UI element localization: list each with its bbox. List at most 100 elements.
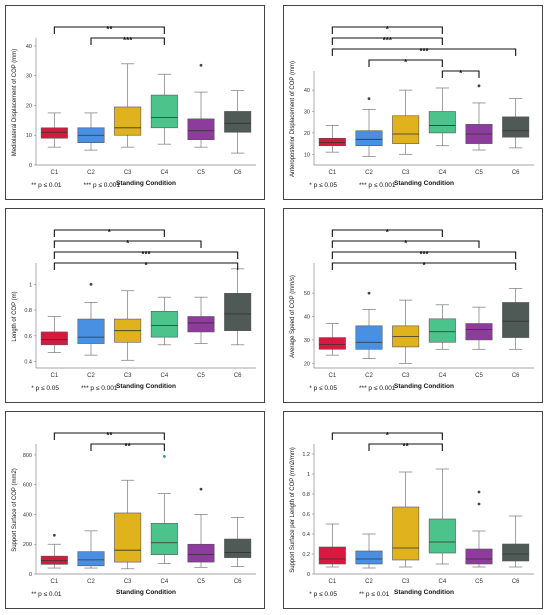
box-c2 <box>77 112 105 151</box>
box-iqr <box>224 111 252 133</box>
significance-legend: ** p ≤ 0.01 <box>24 584 84 605</box>
y-tick-label: 30 <box>26 74 32 80</box>
legend-entry: * p ≤ 0.05 <box>309 591 338 598</box>
y-axis-label: Mediolateral Displacement of COP (mm) <box>12 49 18 157</box>
y-tick-label: 600 <box>23 483 32 489</box>
box-iqr <box>465 548 493 565</box>
x-tick-label: C3 <box>402 373 410 379</box>
x-tick-label: C3 <box>124 579 132 585</box>
significance-bracket <box>53 240 202 248</box>
box-iqr <box>150 94 178 129</box>
x-axis-label: Standing Condition <box>394 383 454 390</box>
significance-label: * <box>108 228 112 237</box>
significance-bracket <box>331 229 443 237</box>
x-tick-label: C1 <box>328 170 336 176</box>
box-c5 <box>465 490 493 568</box>
chart-svg: 0 10 20 30 40 Mediolateral Displacement of CO… <box>12 25 256 187</box>
y-tick-label: 10 <box>26 133 32 139</box>
x-tick-label: C3 <box>124 170 132 176</box>
box-iqr <box>40 331 68 346</box>
significance-bracket <box>331 26 443 34</box>
x-axis-label: Standing Condition <box>394 589 454 596</box>
y-tick-label: 0 <box>29 572 32 578</box>
chart-svg: 20 30 40 50 Average Speed of COP (mm/s) Stand… <box>290 228 534 390</box>
box-c5 <box>187 296 215 344</box>
box-iqr <box>428 518 456 554</box>
box-c2 <box>77 530 105 569</box>
significance-bracket <box>331 262 517 270</box>
x-tick-label: C1 <box>50 373 58 379</box>
significance-bracket <box>331 432 443 440</box>
significance-bracket <box>90 443 165 451</box>
significance-legend: * p ≤ 0.05 *** p ≤ 0.001 <box>24 378 139 399</box>
legend-entry: * p ≤ 0.05 <box>31 385 60 392</box>
box-iqr <box>187 118 215 141</box>
x-tick-label: C2 <box>87 170 95 176</box>
outlier-point <box>367 291 371 295</box>
legend-entry: *** p ≤ 0.001 <box>359 385 396 392</box>
box-iqr <box>114 512 142 563</box>
legend-entry: *** p ≤ 0.001 <box>81 385 118 392</box>
outlier-point <box>477 490 481 494</box>
x-tick-label: C5 <box>197 373 205 379</box>
box-c2 <box>355 533 383 569</box>
x-tick-label: C2 <box>365 579 373 585</box>
box-c2 <box>355 97 383 157</box>
significance-bracket <box>441 70 480 78</box>
significance-label: * <box>422 261 426 270</box>
box-c2 <box>77 282 105 356</box>
y-tick-label: 0.4 <box>24 360 32 366</box>
significance-bracket <box>331 251 517 259</box>
significance-bracket <box>53 262 239 270</box>
y-axis-label: Length of COP (m) <box>12 291 18 341</box>
outlier-point <box>52 533 56 537</box>
box-c3 <box>392 299 420 364</box>
significance-bracket <box>331 48 517 56</box>
y-tick-label: 0 <box>307 572 310 578</box>
significance-label: *** <box>141 250 151 259</box>
box-iqr <box>77 551 105 567</box>
legend-entry: ** p ≤ 0.01 <box>31 182 62 189</box>
box-iqr <box>502 302 530 338</box>
y-tick-label: 0 <box>29 163 32 169</box>
chart-svg: 0.4 0.6 0.8 1 Length of COP (m) Standing Cond… <box>12 228 256 390</box>
y-tick-label: 0.2 <box>302 552 310 558</box>
box-c1 <box>318 323 346 356</box>
y-tick-label: 20 <box>304 361 310 367</box>
box-iqr <box>428 111 456 134</box>
significance-bracket <box>53 229 165 237</box>
y-tick-label: 1.2 <box>302 452 310 458</box>
significance-label: * <box>386 228 390 237</box>
x-tick-label: C4 <box>160 170 168 176</box>
box-c6 <box>502 98 530 149</box>
x-tick-label: C4 <box>438 579 446 585</box>
y-tick-label: 40 <box>304 88 310 94</box>
y-axis-label: Support Surface of COP (mm2) <box>12 468 18 552</box>
box-iqr <box>355 130 383 147</box>
box-c6 <box>502 288 530 350</box>
y-tick-label: 0.8 <box>24 308 32 314</box>
box-c3 <box>392 471 420 568</box>
box-c3 <box>392 89 420 155</box>
box-c4 <box>150 73 178 145</box>
x-axis-label: Standing Condition <box>116 180 176 187</box>
chart-panel-speed: 20 30 40 50 Average Speed of COP (mm/s) Stand… <box>283 208 543 403</box>
box-c5 <box>465 306 493 350</box>
chart-panel-length: 0.4 0.6 0.8 1 Length of COP (m) Standing Cond… <box>5 208 265 403</box>
significance-legend: * p ≤ 0.05 *** p ≤ 0.001 <box>302 175 417 196</box>
x-tick-label: C2 <box>87 579 95 585</box>
box-c6 <box>502 515 530 568</box>
box-iqr <box>224 538 252 558</box>
box-c4 <box>150 296 178 346</box>
outlier-point <box>199 63 203 67</box>
x-axis-label: Standing Condition <box>116 589 176 596</box>
x-tick-label: C4 <box>438 373 446 379</box>
box-c2 <box>355 291 383 359</box>
box-iqr <box>428 318 456 343</box>
y-tick-label: 20 <box>26 103 32 109</box>
legend-entry: *** p ≤ 0.001 <box>359 182 396 189</box>
significance-legend: * p ≤ 0.05 ** p ≤ 0.01 <box>302 584 411 605</box>
box-c5 <box>187 487 215 568</box>
x-tick-label: C6 <box>234 579 242 585</box>
y-axis-label: Support Surface per Length of COP (mm2/m… <box>290 447 296 573</box>
